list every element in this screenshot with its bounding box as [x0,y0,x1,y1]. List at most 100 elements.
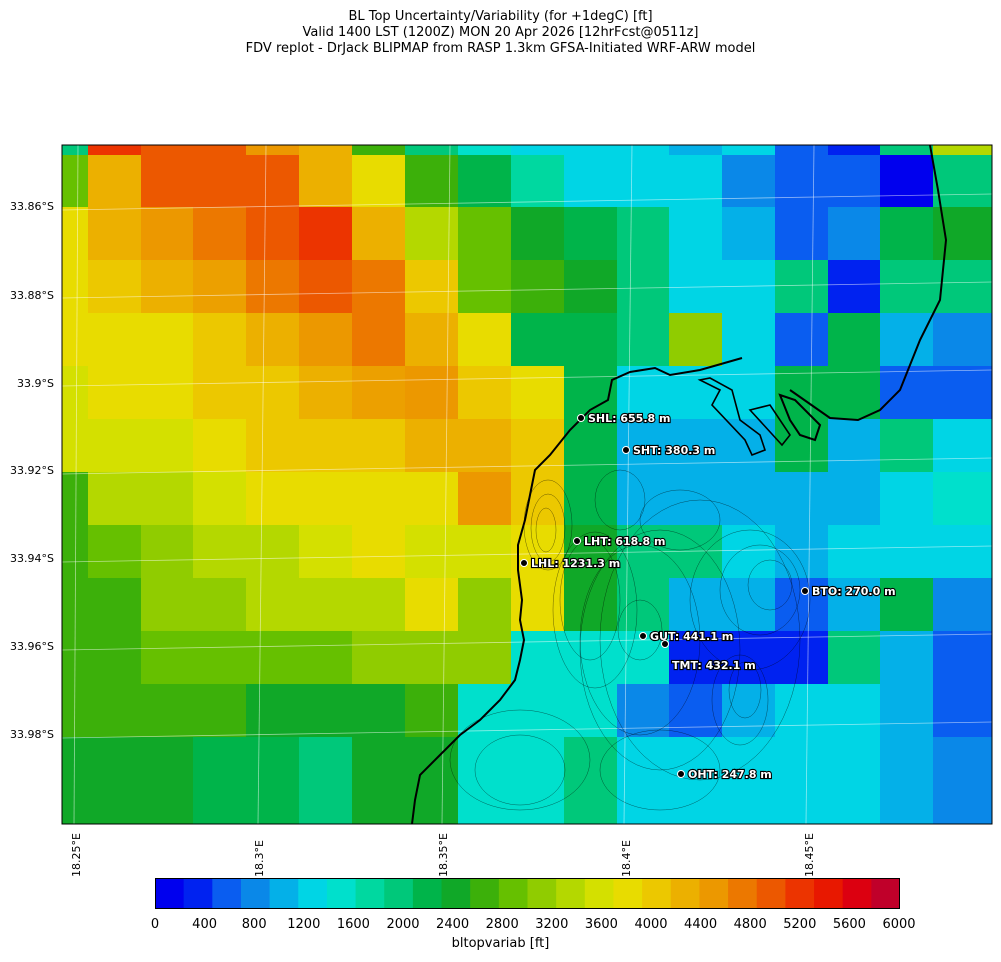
grid-cell [511,684,564,737]
grid-cell [880,525,933,578]
colorbar-label: bltopvariab [ft] [451,936,550,951]
grid-cell [828,366,880,419]
colorbar-segment [670,878,700,909]
grid-cell [299,207,352,260]
grid-cell [564,737,617,824]
grid-cell [88,260,141,313]
grid-cell [617,145,669,155]
station-label-oht: OHT: 247.8 m [688,768,772,781]
grid-cell [775,737,828,824]
grid-cell [141,155,193,207]
grid-cell [617,578,669,631]
grid-cell [352,207,405,260]
longitude-label: 18.45°E [803,833,816,877]
colorbar-segment [326,878,357,909]
grid-cell [722,684,775,737]
grid-cell [405,631,458,684]
colorbar-segment [699,878,729,909]
grid-cell [458,155,511,207]
grid-cell [933,145,992,155]
grid-cell [458,207,511,260]
grid-cell [511,207,564,260]
grid-cell [828,313,880,366]
grid-cell [299,155,352,207]
grid-cell [880,207,933,260]
grid-cell [933,419,992,472]
grid-cell [458,525,511,578]
coastline [411,144,948,825]
grid-cell [722,313,775,366]
grid-cell [88,525,141,578]
grid-cell [880,419,933,472]
grid-cell [880,737,933,824]
longitude-label: 18.25°E [70,833,83,877]
station-marker-tmt [661,640,669,648]
grid-cell [405,472,458,525]
grid-cell [352,366,405,419]
colorbar-segment [441,878,471,909]
grid-cell [617,737,669,824]
grid-cell [880,155,933,207]
grid-cell [669,313,722,366]
station-label-lht: LHT: 618.8 m [584,535,665,548]
latitude-label: 33.88°S [10,289,54,302]
grid-cell [405,145,458,155]
grid-cell [193,207,246,260]
colorbar-segment [155,878,185,909]
grid-cell [405,578,458,631]
grid-cell [880,578,933,631]
colorbar-segment [470,878,500,909]
grid-cell [62,155,88,207]
colorbar-tick-label: 3600 [584,917,618,932]
grid-cell [775,207,828,260]
grid-cell [775,472,828,525]
grid-cell [193,366,246,419]
grid-cell [246,313,299,366]
station-marker-sht [622,446,630,454]
map-title-line-3: FDV replot - DrJack BLIPMAP from RASP 1.… [245,41,756,56]
grid-cell [246,737,299,824]
grid-cell [299,145,352,155]
grid-cell [141,145,193,155]
grid-cell [933,737,992,824]
grid-cell [141,631,193,684]
grid-cell [62,737,88,824]
grid-cell [246,578,299,631]
grid-cell [193,155,246,207]
grid-cell [617,155,669,207]
longitude-label: 18.3°E [253,840,266,877]
grid-cell [62,260,88,313]
grid-cell [352,737,405,824]
grid-cell [564,145,617,155]
station-label-bto: BTO: 270.0 m [812,585,896,598]
grid-cell [933,366,992,419]
grid-cell [88,313,141,366]
colorbar-segment [183,878,213,909]
grid-cell [352,145,405,155]
station-label-tmt: TMT: 432.1 m [672,659,756,672]
grid-cell [62,472,88,525]
grid-cell [193,419,246,472]
grid-cell [933,578,992,631]
grid-cell [933,525,992,578]
grid-cell [88,472,141,525]
grid-cell [193,260,246,313]
latitude-label: 33.96°S [10,640,54,653]
map-title-line-2: Valid 1400 LST (1200Z) MON 20 Apr 2026 [… [302,25,699,40]
grid-cell [564,207,617,260]
station-marker-bto [801,587,809,595]
colorbar-segment [814,878,844,909]
grid-cell [511,737,564,824]
grid-cell [405,207,458,260]
grid-cell [564,260,617,313]
grid-cell [88,631,141,684]
grid-cell [458,145,511,155]
grid-cell [62,207,88,260]
colorbar-tick-label: 4800 [733,917,767,932]
grid-cell [299,684,352,737]
grid-cell [62,366,88,419]
station-label-lhl: LHL: 1231.3 m [531,557,620,570]
grid-cell [405,525,458,578]
latitude-label: 33.9°S [17,377,54,390]
